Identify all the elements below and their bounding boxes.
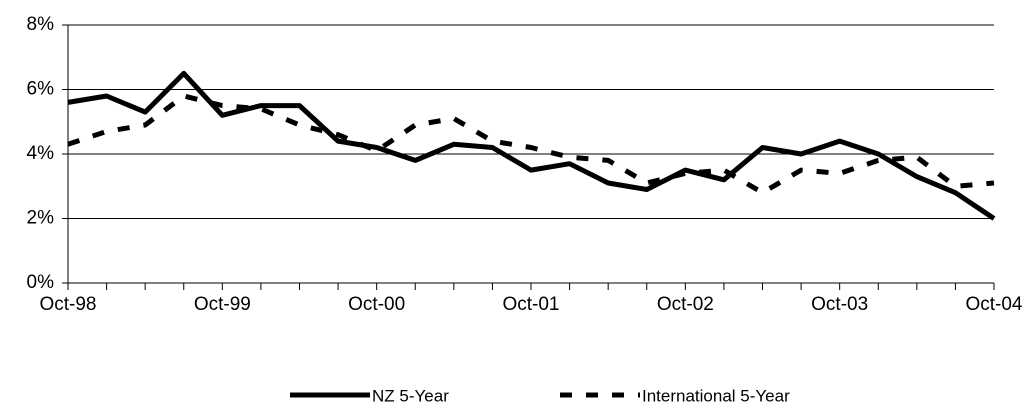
x-tick-label: Oct-00 bbox=[348, 294, 405, 315]
y-tick-label: 8% bbox=[27, 14, 55, 35]
x-tick-label: Oct-04 bbox=[965, 294, 1022, 315]
y-tick-label: 0% bbox=[27, 272, 55, 293]
legend-label: NZ 5-Year bbox=[372, 386, 449, 405]
x-tick-label: Oct-03 bbox=[811, 294, 868, 315]
y-tick-label: 6% bbox=[27, 79, 55, 100]
x-tick-label: Oct-98 bbox=[39, 294, 96, 315]
legend-label: International 5-Year bbox=[642, 386, 790, 405]
y-tick-label: 2% bbox=[27, 208, 55, 229]
x-tick-label: Oct-99 bbox=[194, 294, 251, 315]
line-series bbox=[67, 70, 996, 221]
x-tick-label: Oct-01 bbox=[502, 294, 559, 315]
x-tick-label: Oct-02 bbox=[657, 294, 714, 315]
y-tick-label: 4% bbox=[27, 143, 55, 164]
line-series bbox=[67, 93, 995, 196]
